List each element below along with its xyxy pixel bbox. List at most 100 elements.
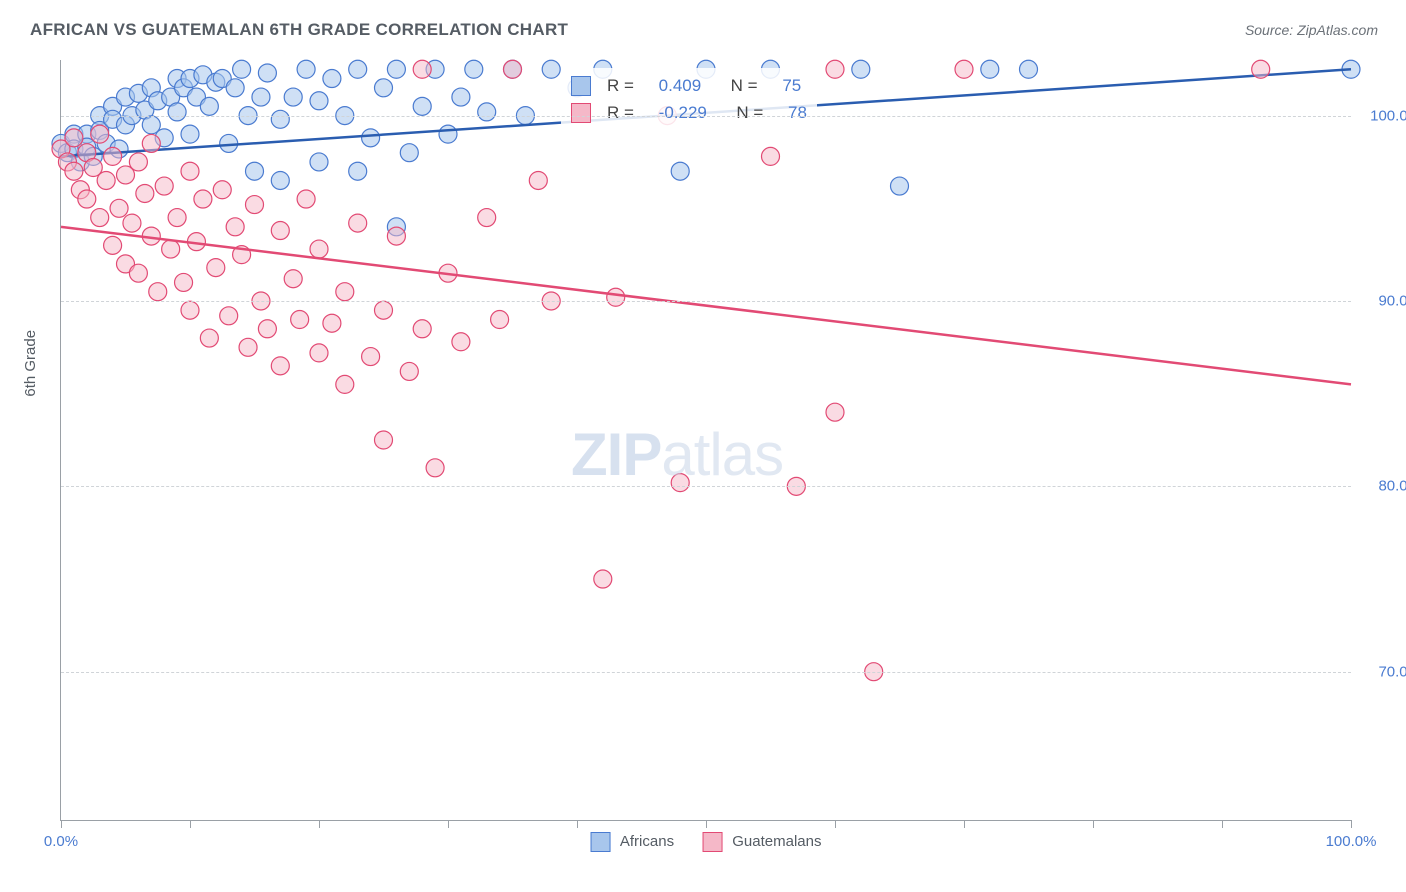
marker-africans bbox=[284, 88, 302, 106]
marker-guatemalans bbox=[78, 190, 96, 208]
marker-africans bbox=[168, 103, 186, 121]
marker-guatemalans bbox=[955, 60, 973, 78]
x-tick bbox=[1222, 820, 1223, 828]
marker-guatemalans bbox=[97, 171, 115, 189]
x-tick bbox=[319, 820, 320, 828]
marker-guatemalans bbox=[162, 240, 180, 258]
marker-guatemalans bbox=[246, 196, 264, 214]
marker-africans bbox=[478, 103, 496, 121]
y-axis-label: 6th Grade bbox=[22, 330, 39, 397]
x-tick bbox=[706, 820, 707, 828]
marker-guatemalans bbox=[142, 134, 160, 152]
gridline bbox=[61, 116, 1351, 117]
marker-africans bbox=[258, 64, 276, 82]
marker-guatemalans bbox=[91, 125, 109, 143]
marker-guatemalans bbox=[220, 307, 238, 325]
stats-box: R = 0.409 N = 75 R = -0.229 N = 78 bbox=[561, 68, 817, 130]
gridline bbox=[61, 672, 1351, 673]
marker-africans bbox=[981, 60, 999, 78]
marker-guatemalans bbox=[387, 227, 405, 245]
swatch-guatemalans bbox=[571, 103, 591, 123]
x-tick bbox=[1093, 820, 1094, 828]
marker-africans bbox=[465, 60, 483, 78]
marker-africans bbox=[200, 97, 218, 115]
marker-africans bbox=[439, 125, 457, 143]
marker-guatemalans bbox=[504, 60, 522, 78]
marker-guatemalans bbox=[91, 209, 109, 227]
legend-item-africans: Africans bbox=[591, 832, 675, 852]
marker-africans bbox=[297, 60, 315, 78]
chart-source: Source: ZipAtlas.com bbox=[1245, 22, 1378, 38]
marker-guatemalans bbox=[375, 431, 393, 449]
marker-guatemalans bbox=[149, 283, 167, 301]
y-tick-label: 100.0% bbox=[1361, 107, 1406, 124]
legend-item-guatemalans: Guatemalans bbox=[702, 832, 821, 852]
marker-africans bbox=[400, 144, 418, 162]
chart-svg bbox=[61, 60, 1351, 820]
gridline bbox=[61, 301, 1351, 302]
chart-title: AFRICAN VS GUATEMALAN 6TH GRADE CORRELAT… bbox=[30, 20, 568, 40]
marker-africans bbox=[181, 125, 199, 143]
marker-guatemalans bbox=[310, 344, 328, 362]
marker-africans bbox=[349, 60, 367, 78]
marker-guatemalans bbox=[104, 147, 122, 165]
legend-swatch-africans bbox=[591, 832, 611, 852]
x-tick bbox=[1351, 820, 1352, 828]
marker-guatemalans bbox=[375, 301, 393, 319]
x-tick-label: 100.0% bbox=[1326, 833, 1377, 850]
marker-guatemalans bbox=[413, 60, 431, 78]
plot-area: ZIPatlas R = 0.409 N = 75 R = -0.229 N =… bbox=[60, 60, 1351, 821]
y-tick-label: 80.0% bbox=[1361, 478, 1406, 495]
stats-row-guatemalans: R = -0.229 N = 78 bbox=[571, 99, 807, 126]
marker-guatemalans bbox=[65, 162, 83, 180]
stats-row-africans: R = 0.409 N = 75 bbox=[571, 72, 807, 99]
marker-africans bbox=[452, 88, 470, 106]
marker-guatemalans bbox=[110, 199, 128, 217]
marker-guatemalans bbox=[762, 147, 780, 165]
marker-africans bbox=[362, 129, 380, 147]
marker-guatemalans bbox=[129, 264, 147, 282]
marker-africans bbox=[226, 79, 244, 97]
marker-guatemalans bbox=[271, 222, 289, 240]
marker-africans bbox=[246, 162, 264, 180]
marker-guatemalans bbox=[400, 362, 418, 380]
marker-guatemalans bbox=[271, 357, 289, 375]
marker-guatemalans bbox=[200, 329, 218, 347]
marker-guatemalans bbox=[336, 283, 354, 301]
marker-guatemalans bbox=[426, 459, 444, 477]
marker-guatemalans bbox=[362, 348, 380, 366]
marker-guatemalans bbox=[671, 474, 689, 492]
marker-africans bbox=[349, 162, 367, 180]
marker-guatemalans bbox=[529, 171, 547, 189]
marker-guatemalans bbox=[65, 129, 83, 147]
marker-africans bbox=[375, 79, 393, 97]
swatch-africans bbox=[571, 76, 591, 96]
marker-africans bbox=[252, 88, 270, 106]
x-tick bbox=[964, 820, 965, 828]
marker-guatemalans bbox=[607, 288, 625, 306]
marker-guatemalans bbox=[104, 236, 122, 254]
marker-africans bbox=[413, 97, 431, 115]
marker-guatemalans bbox=[181, 301, 199, 319]
marker-guatemalans bbox=[123, 214, 141, 232]
marker-africans bbox=[310, 153, 328, 171]
marker-africans bbox=[387, 60, 405, 78]
marker-africans bbox=[233, 60, 251, 78]
marker-guatemalans bbox=[194, 190, 212, 208]
marker-guatemalans bbox=[1252, 60, 1270, 78]
marker-guatemalans bbox=[168, 209, 186, 227]
x-tick-label: 0.0% bbox=[44, 833, 78, 850]
marker-africans bbox=[310, 92, 328, 110]
marker-guatemalans bbox=[826, 60, 844, 78]
marker-guatemalans bbox=[594, 570, 612, 588]
marker-africans bbox=[323, 70, 341, 88]
marker-guatemalans bbox=[226, 218, 244, 236]
x-tick bbox=[577, 820, 578, 828]
marker-africans bbox=[671, 162, 689, 180]
marker-guatemalans bbox=[413, 320, 431, 338]
marker-guatemalans bbox=[291, 311, 309, 329]
marker-africans bbox=[542, 60, 560, 78]
marker-guatemalans bbox=[297, 190, 315, 208]
marker-africans bbox=[852, 60, 870, 78]
marker-guatemalans bbox=[155, 177, 173, 195]
